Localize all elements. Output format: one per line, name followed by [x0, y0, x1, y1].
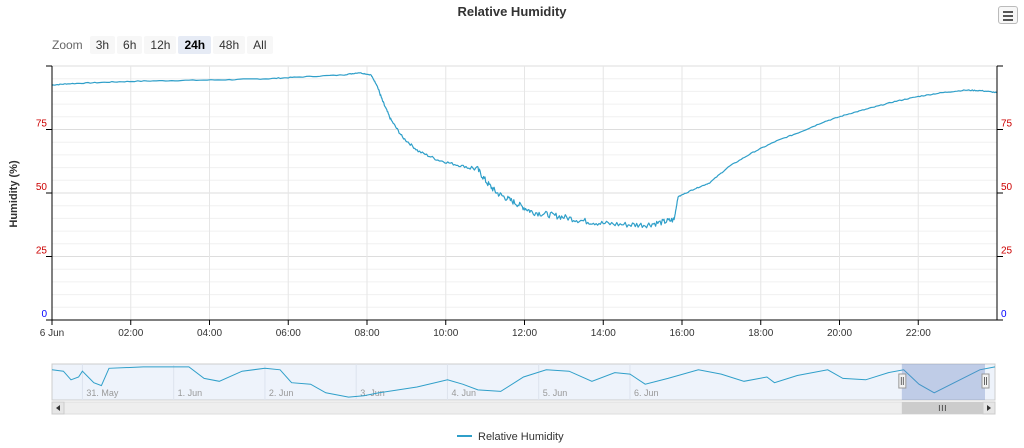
context-menu-button[interactable]	[998, 6, 1018, 24]
x-tick-label: 02:00	[118, 328, 143, 339]
navigator-selection	[901, 364, 985, 400]
handle-grip	[898, 373, 907, 389]
navigator-date-label: 3. Jun	[360, 388, 385, 398]
x-tick-label: 22:00	[906, 328, 931, 339]
scrollbar-right-button[interactable]	[982, 401, 996, 415]
hamburger-icon	[1003, 15, 1013, 17]
zoom-button-12h[interactable]: 12h	[144, 36, 177, 54]
y-tick-label: 50	[1001, 182, 1013, 193]
legend[interactable]: Relative Humidity	[457, 431, 564, 443]
navigator-handle[interactable]	[981, 373, 990, 389]
major-grid	[51, 65, 997, 321]
scrollbar-thumb[interactable]	[901, 402, 983, 414]
series-line-relative-humidity	[51, 72, 998, 229]
arrow-right-icon	[987, 405, 991, 411]
zoom-button-all[interactable]: All	[247, 36, 273, 54]
navigator[interactable]: 31. May 1. Jun 2. Jun 3. Jun 4. Jun 5. Jun 6. …	[51, 363, 996, 415]
plot-background	[52, 66, 997, 320]
zoom-label: Zoom	[52, 38, 83, 52]
y-tick-label: 0	[41, 309, 47, 320]
y-tick-label: 0	[1001, 309, 1007, 320]
x-tick-label: 12:00	[512, 328, 537, 339]
x-tick-label: 16:00	[669, 328, 694, 339]
y-tick-label: 75	[1001, 119, 1013, 130]
zoom-button-48h[interactable]: 48h	[213, 36, 246, 54]
chart-title: Relative Humidity	[457, 4, 567, 19]
plot-area	[52, 66, 997, 320]
navigator-date-label: 5. Jun	[543, 388, 568, 398]
axes	[51, 66, 998, 321]
navigator-handle[interactable]	[898, 373, 907, 389]
zoom-button-3h[interactable]: 3h	[89, 36, 116, 54]
y-axis-right: 0 25 50 75	[997, 65, 1013, 321]
y-axis-title: Humidity (%)	[8, 160, 20, 228]
x-tick-label: 04:00	[197, 328, 222, 339]
y-tick-label: 50	[36, 182, 48, 193]
scrollbar-track	[51, 401, 996, 415]
x-tick-label: 20:00	[827, 328, 852, 339]
x-axis: 6 Jun 02:00 04:00 06:00 08:00 10:00 12:00 14:00…	[40, 320, 931, 339]
x-tick-label: 14:00	[591, 328, 616, 339]
y-tick-label: 75	[36, 119, 48, 130]
y-tick-label: 25	[1001, 246, 1013, 257]
handle-grip	[981, 373, 990, 389]
zoom-button-24h[interactable]: 24h	[178, 36, 212, 54]
navigator-series-line	[51, 366, 996, 398]
x-tick-label: 6 Jun	[40, 328, 64, 339]
x-tick-label: 10:00	[433, 328, 458, 339]
main-series	[51, 72, 998, 229]
navigator-background	[51, 363, 996, 401]
y-tick-label: 25	[36, 246, 48, 257]
scrollbar-left-button[interactable]	[51, 401, 65, 415]
x-tick-label: 06:00	[276, 328, 301, 339]
hamburger-icon	[1003, 11, 1013, 13]
arrow-left-icon	[56, 405, 60, 411]
navigator-date-label: 2. Jun	[269, 388, 294, 398]
x-tick-label: 08:00	[354, 328, 379, 339]
x-tick-label: 18:00	[748, 328, 773, 339]
navigator-date-label: 6. Jun	[634, 388, 659, 398]
legend-item-relative-humidity[interactable]: Relative Humidity	[478, 431, 564, 443]
range-selector: Zoom 3h 6h 12h 24h 48h All	[52, 36, 273, 54]
zoom-button-6h[interactable]: 6h	[117, 36, 143, 54]
navigator-date-label: 4. Jun	[451, 388, 476, 398]
minor-grid	[52, 78, 997, 308]
navigator-date-label: 31. May	[86, 388, 119, 398]
hamburger-icon	[1003, 19, 1013, 21]
y-axis-left: 0 25 50 75	[36, 65, 52, 321]
navigator-date-label: 1. Jun	[178, 388, 203, 398]
